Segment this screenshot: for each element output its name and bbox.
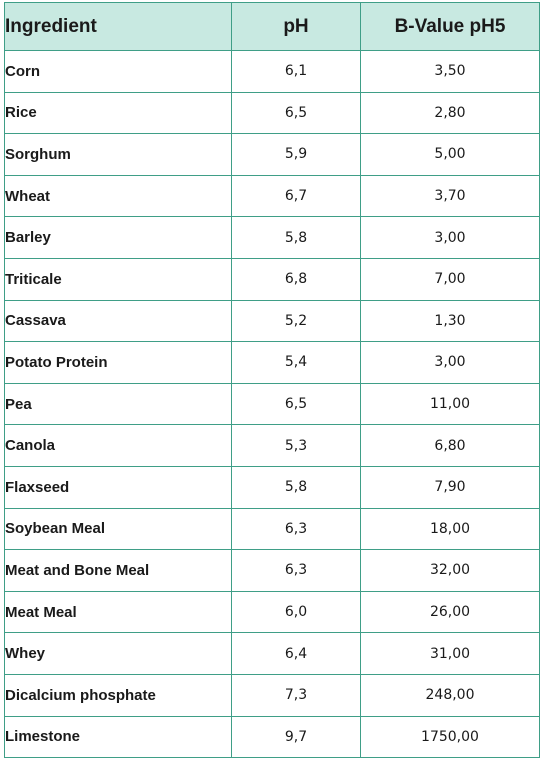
cell-b-value: 248,00 bbox=[360, 673, 540, 717]
cell-b-value: 1,30 bbox=[360, 299, 540, 343]
cell-b-value: 7,90 bbox=[360, 465, 540, 509]
cell-ph: 5,8 bbox=[231, 465, 361, 509]
cell-ph: 7,3 bbox=[231, 673, 361, 717]
cell-ingredient: Corn bbox=[4, 50, 232, 93]
cell-ingredient: Cassava bbox=[4, 299, 232, 343]
cell-ingredient: Soybean Meal bbox=[4, 507, 232, 551]
cell-ingredient: Wheat bbox=[4, 174, 232, 218]
cell-b-value: 3,00 bbox=[360, 341, 540, 384]
cell-ingredient: Meat Meal bbox=[4, 590, 232, 634]
cell-b-value: 2,80 bbox=[360, 91, 540, 135]
cell-b-value: 31,00 bbox=[360, 632, 540, 675]
cell-ph: 6,7 bbox=[231, 174, 361, 218]
cell-ingredient: Pea bbox=[4, 382, 232, 426]
cell-ph: 6,5 bbox=[231, 382, 361, 426]
table-row: Rice 6,5 2,80 bbox=[4, 91, 540, 135]
header-row: Ingredient pH B-Value pH5 bbox=[4, 2, 540, 51]
header-b-value: B-Value pH5 bbox=[360, 2, 540, 51]
cell-ph: 6,4 bbox=[231, 632, 361, 675]
cell-b-value: 6,80 bbox=[360, 424, 540, 467]
table-row: Dicalcium phosphate 7,3 248,00 bbox=[4, 673, 540, 717]
cell-b-value: 3,70 bbox=[360, 174, 540, 218]
cell-ph: 5,9 bbox=[231, 133, 361, 176]
cell-b-value: 5,00 bbox=[360, 133, 540, 176]
cell-b-value: 3,00 bbox=[360, 216, 540, 259]
table-row: Cassava 5,2 1,30 bbox=[4, 299, 540, 343]
cell-ingredient: Potato Protein bbox=[4, 341, 232, 384]
cell-b-value: 7,00 bbox=[360, 257, 540, 301]
table-row: Sorghum 5,9 5,00 bbox=[4, 133, 540, 176]
cell-b-value: 11,00 bbox=[360, 382, 540, 426]
cell-ph: 6,3 bbox=[231, 549, 361, 592]
cell-ingredient: Canola bbox=[4, 424, 232, 467]
table-row: Barley 5,8 3,00 bbox=[4, 216, 540, 259]
cell-ingredient: Flaxseed bbox=[4, 465, 232, 509]
cell-ingredient: Sorghum bbox=[4, 133, 232, 176]
table-row: Soybean Meal 6,3 18,00 bbox=[4, 507, 540, 551]
cell-ph: 6,3 bbox=[231, 507, 361, 551]
cell-ph: 6,5 bbox=[231, 91, 361, 135]
table-row: Limestone 9,7 1750,00 bbox=[4, 715, 540, 759]
table-row: Whey 6,4 31,00 bbox=[4, 632, 540, 675]
cell-b-value: 32,00 bbox=[360, 549, 540, 592]
cell-ph: 5,4 bbox=[231, 341, 361, 384]
cell-ingredient: Barley bbox=[4, 216, 232, 259]
table-header: Ingredient pH B-Value pH5 bbox=[4, 2, 540, 51]
cell-ph: 6,1 bbox=[231, 50, 361, 93]
cell-ingredient: Triticale bbox=[4, 257, 232, 301]
cell-b-value: 26,00 bbox=[360, 590, 540, 634]
cell-b-value: 3,50 bbox=[360, 50, 540, 93]
table-row: Meat Meal 6,0 26,00 bbox=[4, 590, 540, 634]
header-ingredient: Ingredient bbox=[4, 2, 232, 51]
cell-ingredient: Dicalcium phosphate bbox=[4, 673, 232, 717]
cell-b-value: 1750,00 bbox=[360, 715, 540, 759]
table-body: Corn 6,1 3,50 Rice 6,5 2,80 Sorghum 5,9 … bbox=[4, 50, 540, 759]
cell-ph: 5,8 bbox=[231, 216, 361, 259]
table-row: Wheat 6,7 3,70 bbox=[4, 174, 540, 218]
cell-ph: 5,3 bbox=[231, 424, 361, 467]
cell-ingredient: Meat and Bone Meal bbox=[4, 549, 232, 592]
table-row: Meat and Bone Meal 6,3 32,00 bbox=[4, 549, 540, 592]
cell-ingredient: Limestone bbox=[4, 715, 232, 759]
cell-ingredient: Rice bbox=[4, 91, 232, 135]
header-ph: pH bbox=[231, 2, 361, 51]
ingredient-table: Ingredient pH B-Value pH5 Corn 6,1 3,50 … bbox=[4, 2, 540, 759]
table-row: Triticale 6,8 7,00 bbox=[4, 257, 540, 301]
cell-ph: 9,7 bbox=[231, 715, 361, 759]
cell-ingredient: Whey bbox=[4, 632, 232, 675]
table-row: Potato Protein 5,4 3,00 bbox=[4, 341, 540, 384]
table-row: Corn 6,1 3,50 bbox=[4, 50, 540, 93]
cell-ph: 6,0 bbox=[231, 590, 361, 634]
table-row: Canola 5,3 6,80 bbox=[4, 424, 540, 467]
table-row: Flaxseed 5,8 7,90 bbox=[4, 465, 540, 509]
cell-b-value: 18,00 bbox=[360, 507, 540, 551]
table-row: Pea 6,5 11,00 bbox=[4, 382, 540, 426]
cell-ph: 6,8 bbox=[231, 257, 361, 301]
cell-ph: 5,2 bbox=[231, 299, 361, 343]
